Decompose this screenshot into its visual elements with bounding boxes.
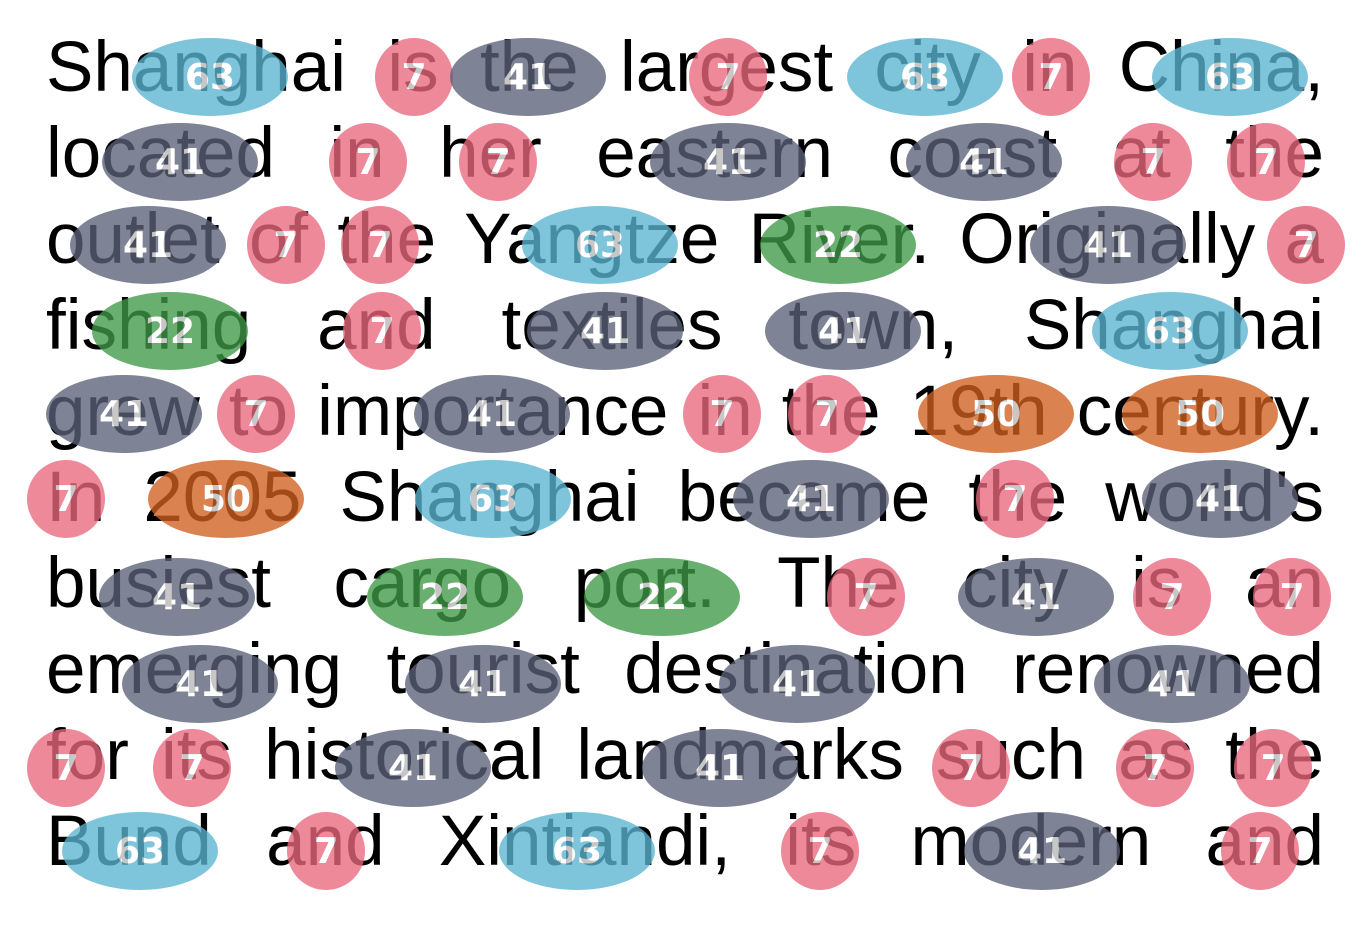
count-badge: 7 <box>329 123 407 201</box>
count-badge: 7 <box>1012 38 1090 116</box>
count-badge: 41 <box>450 38 606 116</box>
count-badge: 50 <box>148 460 304 538</box>
count-badge: 7 <box>689 38 767 116</box>
count-badge: 41 <box>102 123 258 201</box>
count-badge: 41 <box>1094 645 1250 723</box>
count-badge: 7 <box>1114 123 1192 201</box>
count-badge: 7 <box>153 729 231 807</box>
count-badge: 50 <box>918 375 1074 453</box>
count-badge: 7 <box>1253 558 1331 636</box>
count-badge: 63 <box>499 812 655 890</box>
count-badge: 7 <box>247 206 325 284</box>
count-badge: 7 <box>375 38 453 116</box>
count-badge: 63 <box>1152 38 1308 116</box>
count-badge: 7 <box>976 460 1054 538</box>
count-badge: 41 <box>958 558 1114 636</box>
count-badge: 7 <box>1221 812 1299 890</box>
count-badge: 7 <box>788 375 866 453</box>
count-badge: 41 <box>650 123 806 201</box>
count-badge: 41 <box>906 123 1062 201</box>
count-badge: 63 <box>415 460 571 538</box>
count-badge: 41 <box>719 645 875 723</box>
count-badge: 41 <box>527 292 683 370</box>
count-badge: 7 <box>343 292 421 370</box>
count-badge: 7 <box>683 375 761 453</box>
count-badge: 41 <box>1030 206 1186 284</box>
count-badge: 41 <box>964 812 1120 890</box>
count-badge: 41 <box>642 729 798 807</box>
count-badge: 7 <box>1133 558 1211 636</box>
count-badge: 22 <box>92 292 248 370</box>
count-badge: 22 <box>584 558 740 636</box>
count-badge: 41 <box>765 292 921 370</box>
count-badge: 7 <box>459 123 537 201</box>
count-badge: 63 <box>1092 292 1248 370</box>
text-line: Bund and Xintiandi, its modern and <box>46 802 1324 881</box>
count-badge: 7 <box>781 812 859 890</box>
count-badge: 7 <box>1116 729 1194 807</box>
count-badge: 63 <box>132 38 288 116</box>
count-badge: 41 <box>1142 460 1298 538</box>
count-badge: 7 <box>1227 123 1305 201</box>
count-badge: 63 <box>62 812 218 890</box>
count-badge: 41 <box>335 729 491 807</box>
count-badge: 22 <box>760 206 916 284</box>
count-badge: 7 <box>1267 206 1345 284</box>
count-badge: 63 <box>847 38 1003 116</box>
count-badge: 41 <box>46 375 202 453</box>
count-badge: 7 <box>827 558 905 636</box>
count-badge: 7 <box>217 375 295 453</box>
count-badge: 7 <box>341 206 419 284</box>
count-badge: 7 <box>287 812 365 890</box>
count-badge: 7 <box>1234 729 1312 807</box>
count-badge: 63 <box>522 206 678 284</box>
count-badge: 41 <box>414 375 570 453</box>
count-badge: 50 <box>1122 375 1278 453</box>
count-badge: 7 <box>932 729 1010 807</box>
count-badge: 41 <box>405 645 561 723</box>
count-badge: 41 <box>733 460 889 538</box>
count-badge: 22 <box>367 558 523 636</box>
count-badge: 41 <box>122 645 278 723</box>
count-badge: 7 <box>27 460 105 538</box>
count-badge: 41 <box>70 206 226 284</box>
count-badge: 41 <box>99 558 255 636</box>
count-badge: 7 <box>27 729 105 807</box>
